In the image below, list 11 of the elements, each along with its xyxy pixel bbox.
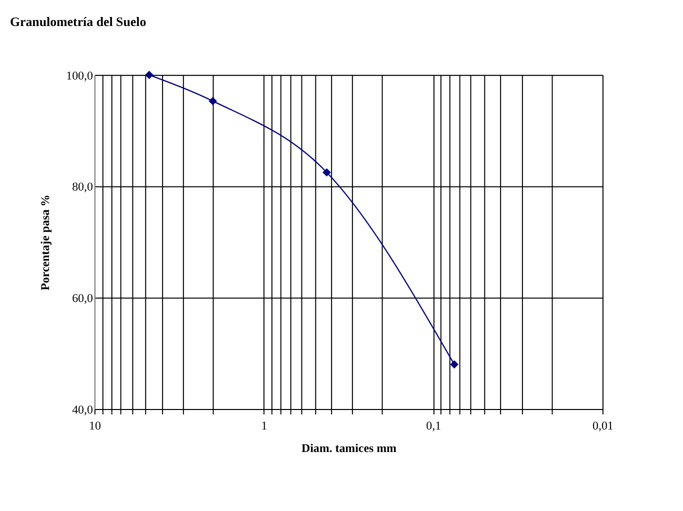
x-tick-label: 10 — [88, 418, 101, 432]
y-tick-label: 80,0 — [72, 180, 93, 194]
x-tick-label: 1 — [261, 418, 268, 432]
x-axis-title: Diam. tamices mm — [301, 441, 397, 456]
chart-title: Granulometría del Suelo — [10, 14, 146, 30]
x-tick-label: 0,1 — [426, 418, 442, 432]
x-tick-label: 0,01 — [592, 418, 614, 432]
y-tick-label: 100,0 — [66, 68, 93, 82]
y-tick-label: 60,0 — [72, 291, 93, 306]
y-axis-title: Porcentaje pasa % — [38, 194, 52, 290]
y-tick-label: 40,0 — [72, 402, 93, 416]
